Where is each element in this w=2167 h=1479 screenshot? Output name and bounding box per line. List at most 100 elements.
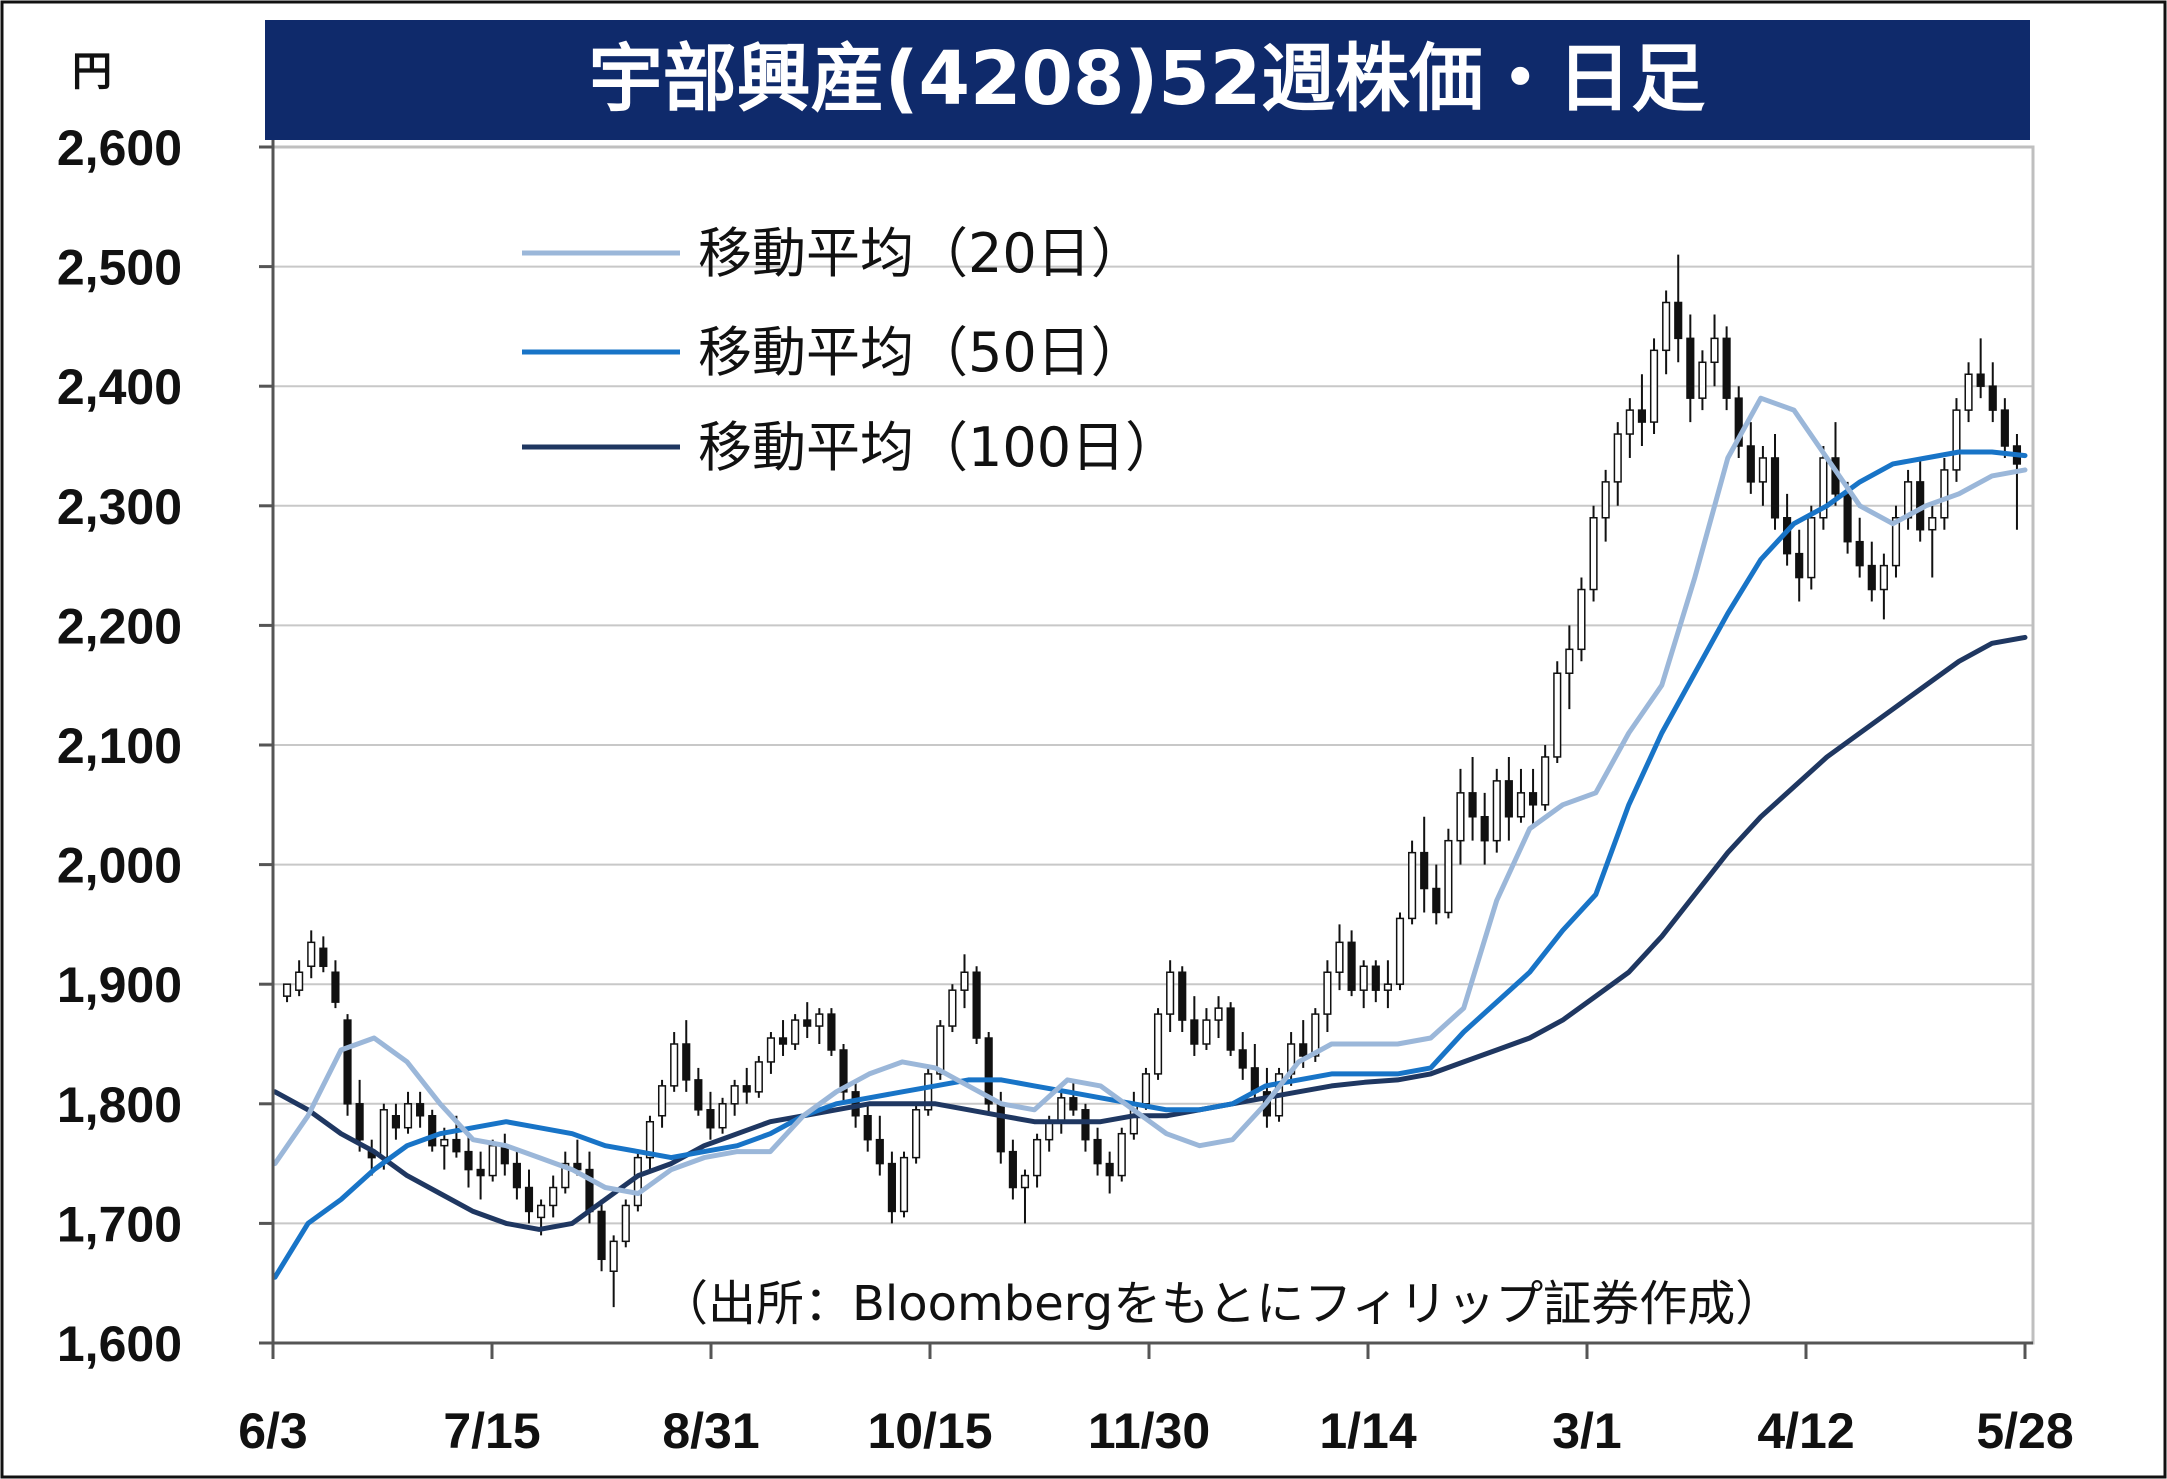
candle-body (972, 971, 981, 1039)
y-tick-label: 2,200 (57, 598, 182, 654)
candle-body (331, 971, 340, 1003)
y-tick-label: 2,400 (57, 359, 182, 415)
series-line-ma100 (272, 634, 2028, 1232)
candle-body (645, 1120, 655, 1159)
candle-body (863, 1115, 872, 1141)
candle-body (912, 1109, 921, 1159)
candle-body (512, 1162, 521, 1189)
candle-body (766, 1037, 776, 1063)
candle-body (1528, 792, 1538, 806)
candle-body (1795, 552, 1804, 579)
candle-body (307, 941, 316, 968)
candle-body (1662, 301, 1671, 352)
candle-body (524, 1186, 534, 1213)
candle-body (742, 1085, 751, 1093)
candle-body (1819, 457, 1828, 519)
candle-body (1178, 971, 1187, 1021)
x-tick-label: 6/3 (238, 1403, 308, 1459)
x-tick-label: 10/15 (867, 1403, 992, 1459)
candle-body (875, 1138, 884, 1165)
x-tick-label: 1/14 (1319, 1403, 1417, 1459)
candle-body (1371, 965, 1380, 991)
candle-body (1323, 971, 1332, 1015)
candle-body (1746, 445, 1755, 483)
candle-body (1299, 1043, 1308, 1057)
candle-body (694, 1079, 703, 1111)
candle-body (1807, 517, 1816, 579)
candle-body (1081, 1109, 1090, 1141)
candle-body (1492, 780, 1501, 842)
candle-body (936, 1025, 945, 1075)
y-tick-label: 2,100 (57, 718, 182, 774)
legend-label-ma100: 移動平均（100日） (698, 416, 1179, 479)
candle-body (1625, 409, 1634, 435)
candle-body (887, 1162, 896, 1213)
candle-body (948, 989, 957, 1027)
candle-body (1940, 469, 1949, 519)
chart-title: 宇部興産(4208)52週株価・日足 (589, 36, 1706, 122)
series-line-ma50 (272, 449, 2028, 1280)
candle-body (1153, 1013, 1163, 1075)
candle-body (1770, 457, 1780, 519)
legend-label-ma20: 移動平均（20日） (698, 222, 1145, 285)
candle-body (403, 1103, 413, 1129)
candle-body (657, 1085, 667, 1117)
candle-body (1964, 373, 1973, 411)
candle-body (670, 1043, 679, 1087)
candle-body (1359, 965, 1368, 991)
legend-label-ma50: 移動平均（50日） (698, 321, 1145, 384)
candle-body (1420, 851, 1429, 890)
candle-body (996, 1103, 1005, 1153)
series-line-ma20 (272, 395, 2028, 1196)
x-tick-label: 4/12 (1757, 1403, 1854, 1459)
candle-body (1117, 1132, 1126, 1177)
candle-body (1480, 816, 1489, 842)
candle-body (1202, 1019, 1211, 1045)
candle-body (1045, 1120, 1054, 1141)
candle-body (1649, 349, 1659, 423)
candle-body (827, 1013, 836, 1051)
candle-body (1553, 672, 1562, 758)
candle-body (1214, 1007, 1223, 1021)
candle-body (960, 971, 969, 991)
y-unit-label: 円 (72, 50, 112, 94)
candle-body (899, 1156, 909, 1213)
candle-body (1734, 397, 1743, 447)
candle-body (1928, 517, 1937, 531)
candle-body (682, 1043, 691, 1081)
candle-body (319, 947, 328, 968)
candle-body (282, 983, 292, 997)
y-tick-label: 2,600 (57, 120, 182, 176)
candle-body (1057, 1097, 1066, 1123)
candle-body (1722, 337, 1731, 399)
candle-body (839, 1049, 848, 1093)
candle-body (597, 1210, 606, 1261)
candle-body (815, 1013, 824, 1027)
candle-body (1408, 851, 1417, 920)
candle-body (1843, 493, 1852, 543)
candle-body (1190, 1019, 1199, 1045)
candle-body (549, 1186, 558, 1207)
candle-body (1686, 337, 1695, 399)
candle-body (1093, 1138, 1102, 1165)
x-tick-label: 7/15 (443, 1403, 540, 1459)
x-tick-label: 3/1 (1552, 1403, 1622, 1459)
candle-body (1589, 517, 1598, 591)
candle-body (1166, 971, 1175, 1015)
axes (271, 140, 2033, 1346)
candle-body (1674, 301, 1683, 340)
candle-body (1601, 481, 1610, 519)
candle-body (379, 1109, 388, 1159)
candle-body (1710, 337, 1719, 364)
candle-body (984, 1037, 993, 1105)
candle-body (609, 1240, 618, 1272)
y-tick-label: 1,700 (57, 1196, 182, 1252)
candle-body (1613, 433, 1622, 483)
y-tick-label: 1,800 (57, 1077, 182, 1133)
candle-body (1891, 517, 1901, 567)
candle-body (2000, 409, 2009, 447)
y-tick-labels: 1,600 1,700 1,800 1,900 2,000 2,100 2,200 2,300… (57, 120, 273, 1372)
candle-body (1141, 1073, 1151, 1105)
